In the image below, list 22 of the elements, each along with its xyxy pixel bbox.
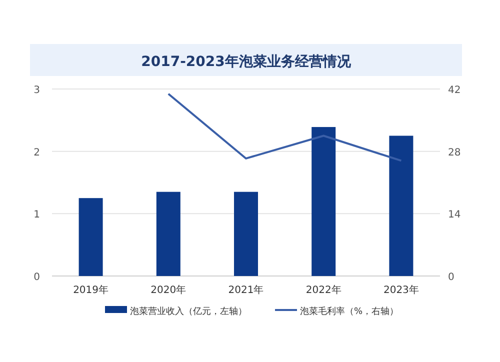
legend-label: 泡菜毛利率（%，右轴） [300, 306, 399, 317]
y-tick-label: 1 [34, 210, 40, 221]
y-tick-label: 2 [34, 147, 40, 158]
y2-tick-label: 42 [448, 85, 461, 96]
bar [312, 127, 336, 276]
y2-tick-label: 28 [448, 147, 461, 158]
y2-tick-label: 14 [448, 210, 461, 221]
y2-tick-label: 0 [448, 272, 454, 283]
y-tick-label: 3 [34, 85, 40, 96]
line-series [167, 92, 402, 162]
x-tick-label: 2020年 [150, 284, 186, 296]
bar [156, 192, 180, 276]
bar [234, 192, 258, 276]
bar [389, 136, 414, 276]
legend-label: 泡菜营业收入（亿元，左轴） [130, 306, 247, 317]
y-tick-label: 0 [34, 272, 40, 283]
bar [78, 198, 103, 276]
x-tick-label: 2021年 [228, 284, 264, 296]
x-tick-label: 2019年 [73, 284, 109, 296]
x-tick-label: 2022年 [306, 284, 342, 296]
chart-title: 2017-2023年泡菜业务经营情况 [141, 54, 352, 70]
x-tick-label: 2023年 [383, 284, 419, 296]
